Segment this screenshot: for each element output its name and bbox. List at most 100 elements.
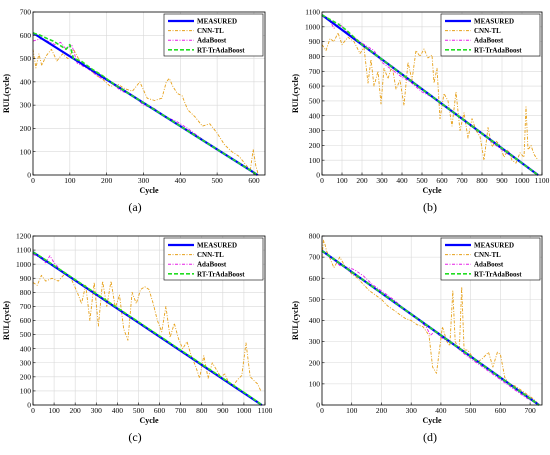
legend-label: CNN-TL xyxy=(197,27,224,35)
y-tick-label: 100 xyxy=(20,387,32,396)
y-tick-label: 1200 xyxy=(16,232,31,241)
x-tick-label: 1100 xyxy=(258,406,273,415)
y-tick-label: 1100 xyxy=(305,8,320,17)
axes-frame xyxy=(321,11,543,176)
y-tick-label: 1000 xyxy=(16,260,31,269)
x-tick-label: 700 xyxy=(524,406,536,415)
y-tick-label: 100 xyxy=(309,379,321,388)
x-tick-label: 300 xyxy=(138,176,150,185)
y-tick-label: 0 xyxy=(27,401,31,410)
y-tick-label: 400 xyxy=(20,77,32,86)
y-tick-label: 900 xyxy=(20,274,32,283)
x-tick-label: 300 xyxy=(376,176,388,185)
y-tick-label: 700 xyxy=(20,8,32,17)
x-axis-label: Cycle xyxy=(139,416,159,425)
legend-label: CNN-TL xyxy=(474,27,501,35)
y-axis-label: RUL(cycle) xyxy=(2,74,11,113)
legend-label: RT-TrAdaBoost xyxy=(474,46,522,54)
y-tick-label: 300 xyxy=(20,101,32,110)
x-tick-label: 600 xyxy=(436,176,448,185)
x-tick-label: 200 xyxy=(101,176,113,185)
chart-panel-2: 0 100 200 300 400 500 600 700 800 900 1000 1100 0 100… xyxy=(2,232,273,444)
y-tick-label: 800 xyxy=(309,52,321,61)
x-tick-label: 0 xyxy=(31,176,35,185)
x-tick-label: 900 xyxy=(496,176,508,185)
x-tick-label: 0 xyxy=(320,176,324,185)
x-tick-label: 600 xyxy=(154,406,166,415)
x-tick-label: 1100 xyxy=(535,176,550,185)
y-tick-label: 500 xyxy=(309,295,321,304)
legend-label: CNN-TL xyxy=(197,251,224,259)
y-tick-label: 400 xyxy=(309,111,321,120)
series-line-rt-tradaboost xyxy=(32,251,263,406)
series-line-rt-tradaboost xyxy=(321,250,540,406)
y-tick-label: 0 xyxy=(27,171,31,180)
x-axis-label: Cycle xyxy=(422,416,442,425)
y-tick-label: 0 xyxy=(316,401,320,410)
x-tick-label: 800 xyxy=(476,176,488,185)
x-tick-label: 500 xyxy=(465,406,477,415)
series-line-adaboost xyxy=(321,250,540,406)
legend-label: RT-TrAdaBoost xyxy=(197,46,245,54)
y-tick-label: 200 xyxy=(20,372,32,381)
legend-label: AdaBoost xyxy=(474,37,504,45)
x-tick-label: 1000 xyxy=(236,406,251,415)
x-tick-label: 200 xyxy=(70,406,82,415)
y-tick-label: 100 xyxy=(20,147,32,156)
x-tick-label: 800 xyxy=(196,406,208,415)
y-tick-label: 300 xyxy=(309,337,321,346)
x-tick-label: 200 xyxy=(376,406,388,415)
x-tick-label: 100 xyxy=(48,406,60,415)
x-tick-label: 700 xyxy=(175,406,187,415)
x-tick-label: 500 xyxy=(212,176,224,185)
y-tick-label: 800 xyxy=(309,232,321,241)
y-tick-label: 1000 xyxy=(305,22,320,31)
x-tick-label: 400 xyxy=(112,406,124,415)
series-line-rt-tradaboost xyxy=(321,14,539,176)
y-tick-label: 600 xyxy=(309,274,321,283)
x-tick-label: 400 xyxy=(175,176,187,185)
x-tick-label: 600 xyxy=(495,406,507,415)
y-tick-label: 700 xyxy=(309,67,321,76)
y-tick-label: 500 xyxy=(309,97,321,106)
x-tick-label: 100 xyxy=(64,176,76,185)
y-tick-label: 1100 xyxy=(16,246,31,255)
panel-label: (d) xyxy=(423,430,437,444)
series-line-cnn-tl xyxy=(32,48,259,176)
y-tick-label: 200 xyxy=(309,358,321,367)
legend-label: RT-TrAdaBoost xyxy=(474,270,522,278)
legend-label: CNN-TL xyxy=(474,251,501,259)
y-tick-label: 600 xyxy=(309,82,321,91)
x-tick-label: 0 xyxy=(320,406,324,415)
y-tick-label: 200 xyxy=(309,141,321,150)
y-tick-label: 500 xyxy=(20,54,32,63)
x-tick-label: 300 xyxy=(91,406,103,415)
x-axis-label: Cycle xyxy=(139,186,159,195)
legend-label: AdaBoost xyxy=(197,261,227,269)
y-tick-label: 400 xyxy=(20,344,32,353)
y-tick-label: 700 xyxy=(20,302,32,311)
y-tick-label: 200 xyxy=(20,124,32,133)
y-tick-label: 800 xyxy=(20,288,32,297)
panel-label: (b) xyxy=(423,200,437,214)
y-axis-label: RUL(cycle) xyxy=(2,301,11,340)
y-tick-label: 600 xyxy=(20,316,32,325)
x-axis-label: Cycle xyxy=(422,186,442,195)
legend-label: MEASURED xyxy=(474,18,514,26)
y-tick-label: 0 xyxy=(316,171,320,180)
chart-panel-1: 0 100 200 300 400 500 600 700 800 900 1000 1100 0 100… xyxy=(291,8,550,214)
x-tick-label: 100 xyxy=(336,176,348,185)
legend-label: AdaBoost xyxy=(197,37,227,45)
x-tick-label: 600 xyxy=(248,176,260,185)
chart-panel-3: 0 100 200 300 400 500 600 700 0 100 200 300 400 500 60… xyxy=(291,232,543,444)
x-tick-label: 100 xyxy=(346,406,358,415)
series-line-rt-tradaboost xyxy=(32,32,259,176)
x-tick-label: 300 xyxy=(406,406,418,415)
x-tick-label: 400 xyxy=(396,176,408,185)
x-tick-label: 400 xyxy=(435,406,447,415)
x-tick-label: 1000 xyxy=(515,176,530,185)
x-tick-label: 500 xyxy=(416,176,428,185)
y-tick-label: 500 xyxy=(20,330,32,339)
legend-label: MEASURED xyxy=(197,242,237,250)
